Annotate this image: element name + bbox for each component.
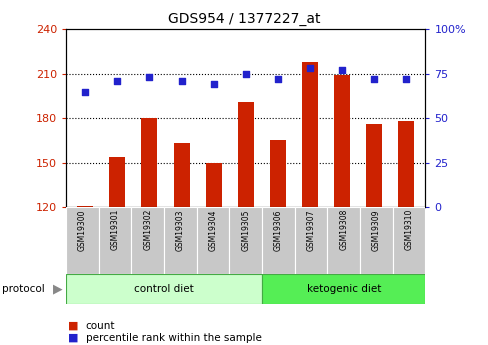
Bar xyxy=(269,140,285,207)
Point xyxy=(369,76,377,82)
Bar xyxy=(229,207,262,274)
Point xyxy=(145,75,153,80)
Text: GSM19307: GSM19307 xyxy=(306,209,315,250)
Text: control diet: control diet xyxy=(134,284,194,294)
Bar xyxy=(205,162,221,207)
Bar xyxy=(392,207,425,274)
Text: GSM19306: GSM19306 xyxy=(273,209,283,250)
Point xyxy=(81,89,89,94)
Bar xyxy=(66,207,99,274)
Text: protocol: protocol xyxy=(2,284,45,294)
Bar xyxy=(131,207,163,274)
Bar xyxy=(301,62,317,207)
Text: GSM19301: GSM19301 xyxy=(110,209,119,250)
Point xyxy=(241,71,249,77)
Point xyxy=(402,76,409,82)
Text: GSM19308: GSM19308 xyxy=(339,209,347,250)
Text: GSM19309: GSM19309 xyxy=(371,209,380,250)
Text: ■: ■ xyxy=(68,333,79,343)
Text: GDS954 / 1377227_at: GDS954 / 1377227_at xyxy=(168,12,320,26)
Point xyxy=(305,66,313,71)
Text: GSM19304: GSM19304 xyxy=(208,209,217,250)
Bar xyxy=(99,207,131,274)
Text: GSM19305: GSM19305 xyxy=(241,209,250,250)
Text: ■: ■ xyxy=(68,321,79,331)
Bar xyxy=(327,207,359,274)
Point xyxy=(273,76,281,82)
Bar xyxy=(359,207,392,274)
Bar xyxy=(333,75,349,207)
Bar xyxy=(262,274,425,304)
Text: ketogenic diet: ketogenic diet xyxy=(306,284,380,294)
Point xyxy=(337,67,345,73)
Text: count: count xyxy=(85,321,115,331)
Text: GSM19310: GSM19310 xyxy=(404,209,413,250)
Text: GSM19300: GSM19300 xyxy=(78,209,87,250)
Text: GSM19303: GSM19303 xyxy=(176,209,184,250)
Text: ▶: ▶ xyxy=(53,283,62,295)
Point xyxy=(113,78,121,83)
Bar xyxy=(196,207,229,274)
Bar xyxy=(173,143,189,207)
Bar xyxy=(163,207,196,274)
Bar xyxy=(77,206,93,207)
Bar xyxy=(262,207,294,274)
Bar xyxy=(66,274,262,304)
Bar xyxy=(237,102,253,207)
Bar xyxy=(366,124,381,207)
Text: percentile rank within the sample: percentile rank within the sample xyxy=(85,333,261,343)
Bar xyxy=(109,157,125,207)
Point xyxy=(177,78,185,83)
Bar xyxy=(141,118,157,207)
Bar xyxy=(294,207,327,274)
Point xyxy=(209,82,217,87)
Text: GSM19302: GSM19302 xyxy=(143,209,152,250)
Bar xyxy=(397,121,413,207)
